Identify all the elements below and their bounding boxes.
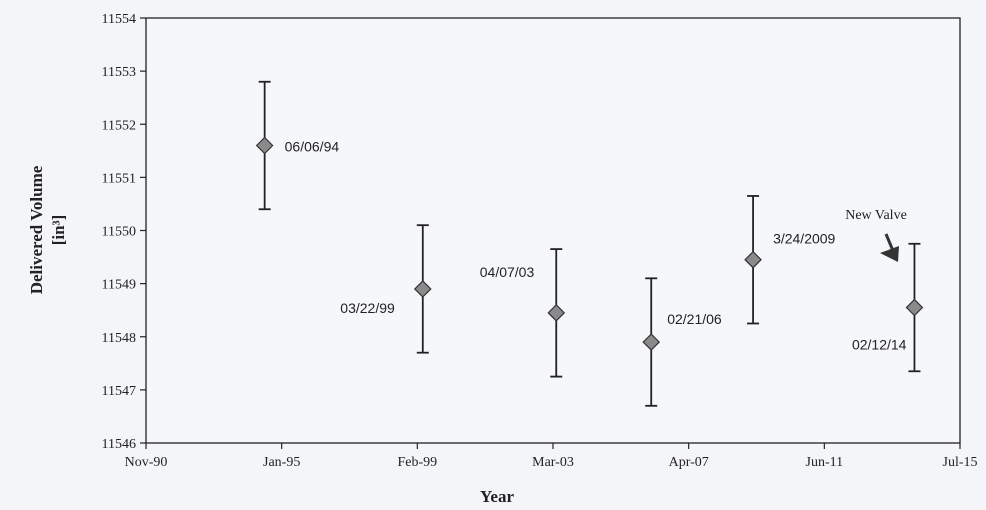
x-axis-ticks: Nov-90 Jan-95 Feb-99 Mar-03 Apr-07 Jun-11 Jul-… <box>125 443 978 470</box>
data-label: 3/24/2009 <box>773 231 835 247</box>
x-tick-label: Jul-15 <box>943 455 978 470</box>
x-tick-label: Jan-95 <box>263 455 300 470</box>
y-tick-label: 11550 <box>102 225 136 240</box>
x-tick-label: Apr-07 <box>669 455 709 470</box>
x-tick-label: Nov-90 <box>125 455 168 470</box>
y-tick-label: 11548 <box>102 331 136 346</box>
data-point: 03/22/99 <box>340 224 432 354</box>
data-label: 02/12/14 <box>852 337 907 353</box>
data-label: 06/06/94 <box>285 139 340 155</box>
x-tick-label: Jun-11 <box>806 455 844 470</box>
diamond-marker <box>744 250 762 269</box>
y-axis-ticks: 11546 11547 11548 11549 11550 11551 11552 11553… <box>102 12 146 452</box>
data-label: 03/22/99 <box>340 300 395 316</box>
x-tick-label: Feb-99 <box>397 455 437 470</box>
data-point: 06/06/94 <box>255 80 340 211</box>
x-axis-title: Year <box>480 487 514 506</box>
y-axis-title-group: Delivered Volume [in³] <box>27 165 68 294</box>
data-point: 02/21/06 <box>642 277 722 407</box>
y-tick-label: 11552 <box>102 118 136 133</box>
x-tick-label: Mar-03 <box>532 455 574 470</box>
y-axis-unit: [in³] <box>49 215 68 246</box>
y-tick-label: 11547 <box>102 384 136 399</box>
data-point: 04/07/03 <box>480 248 566 378</box>
diamond-marker <box>642 333 661 351</box>
diamond-marker <box>255 136 274 155</box>
diamond-marker <box>905 298 924 317</box>
data-points: 06/06/94 03/22/99 04/07/03 02/21/06 3/24/200… <box>255 80 924 407</box>
y-tick-label: 11546 <box>102 437 136 452</box>
diamond-marker <box>547 303 566 322</box>
plot-area <box>145 17 961 444</box>
annotation-new-valve: New Valve <box>845 208 907 223</box>
data-point: 3/24/2009 <box>744 195 836 325</box>
diamond-marker <box>413 280 432 298</box>
data-label: 02/21/06 <box>667 311 722 327</box>
data-label: 04/07/03 <box>480 264 535 280</box>
data-point: 02/12/14 <box>852 242 924 373</box>
y-tick-label: 11551 <box>102 171 136 186</box>
y-tick-label: 11554 <box>102 12 136 27</box>
y-tick-label: 11549 <box>102 278 136 293</box>
y-tick-label: 11553 <box>102 65 136 80</box>
y-axis-title: Delivered Volume <box>27 165 46 294</box>
annotation-arrow <box>880 233 899 262</box>
